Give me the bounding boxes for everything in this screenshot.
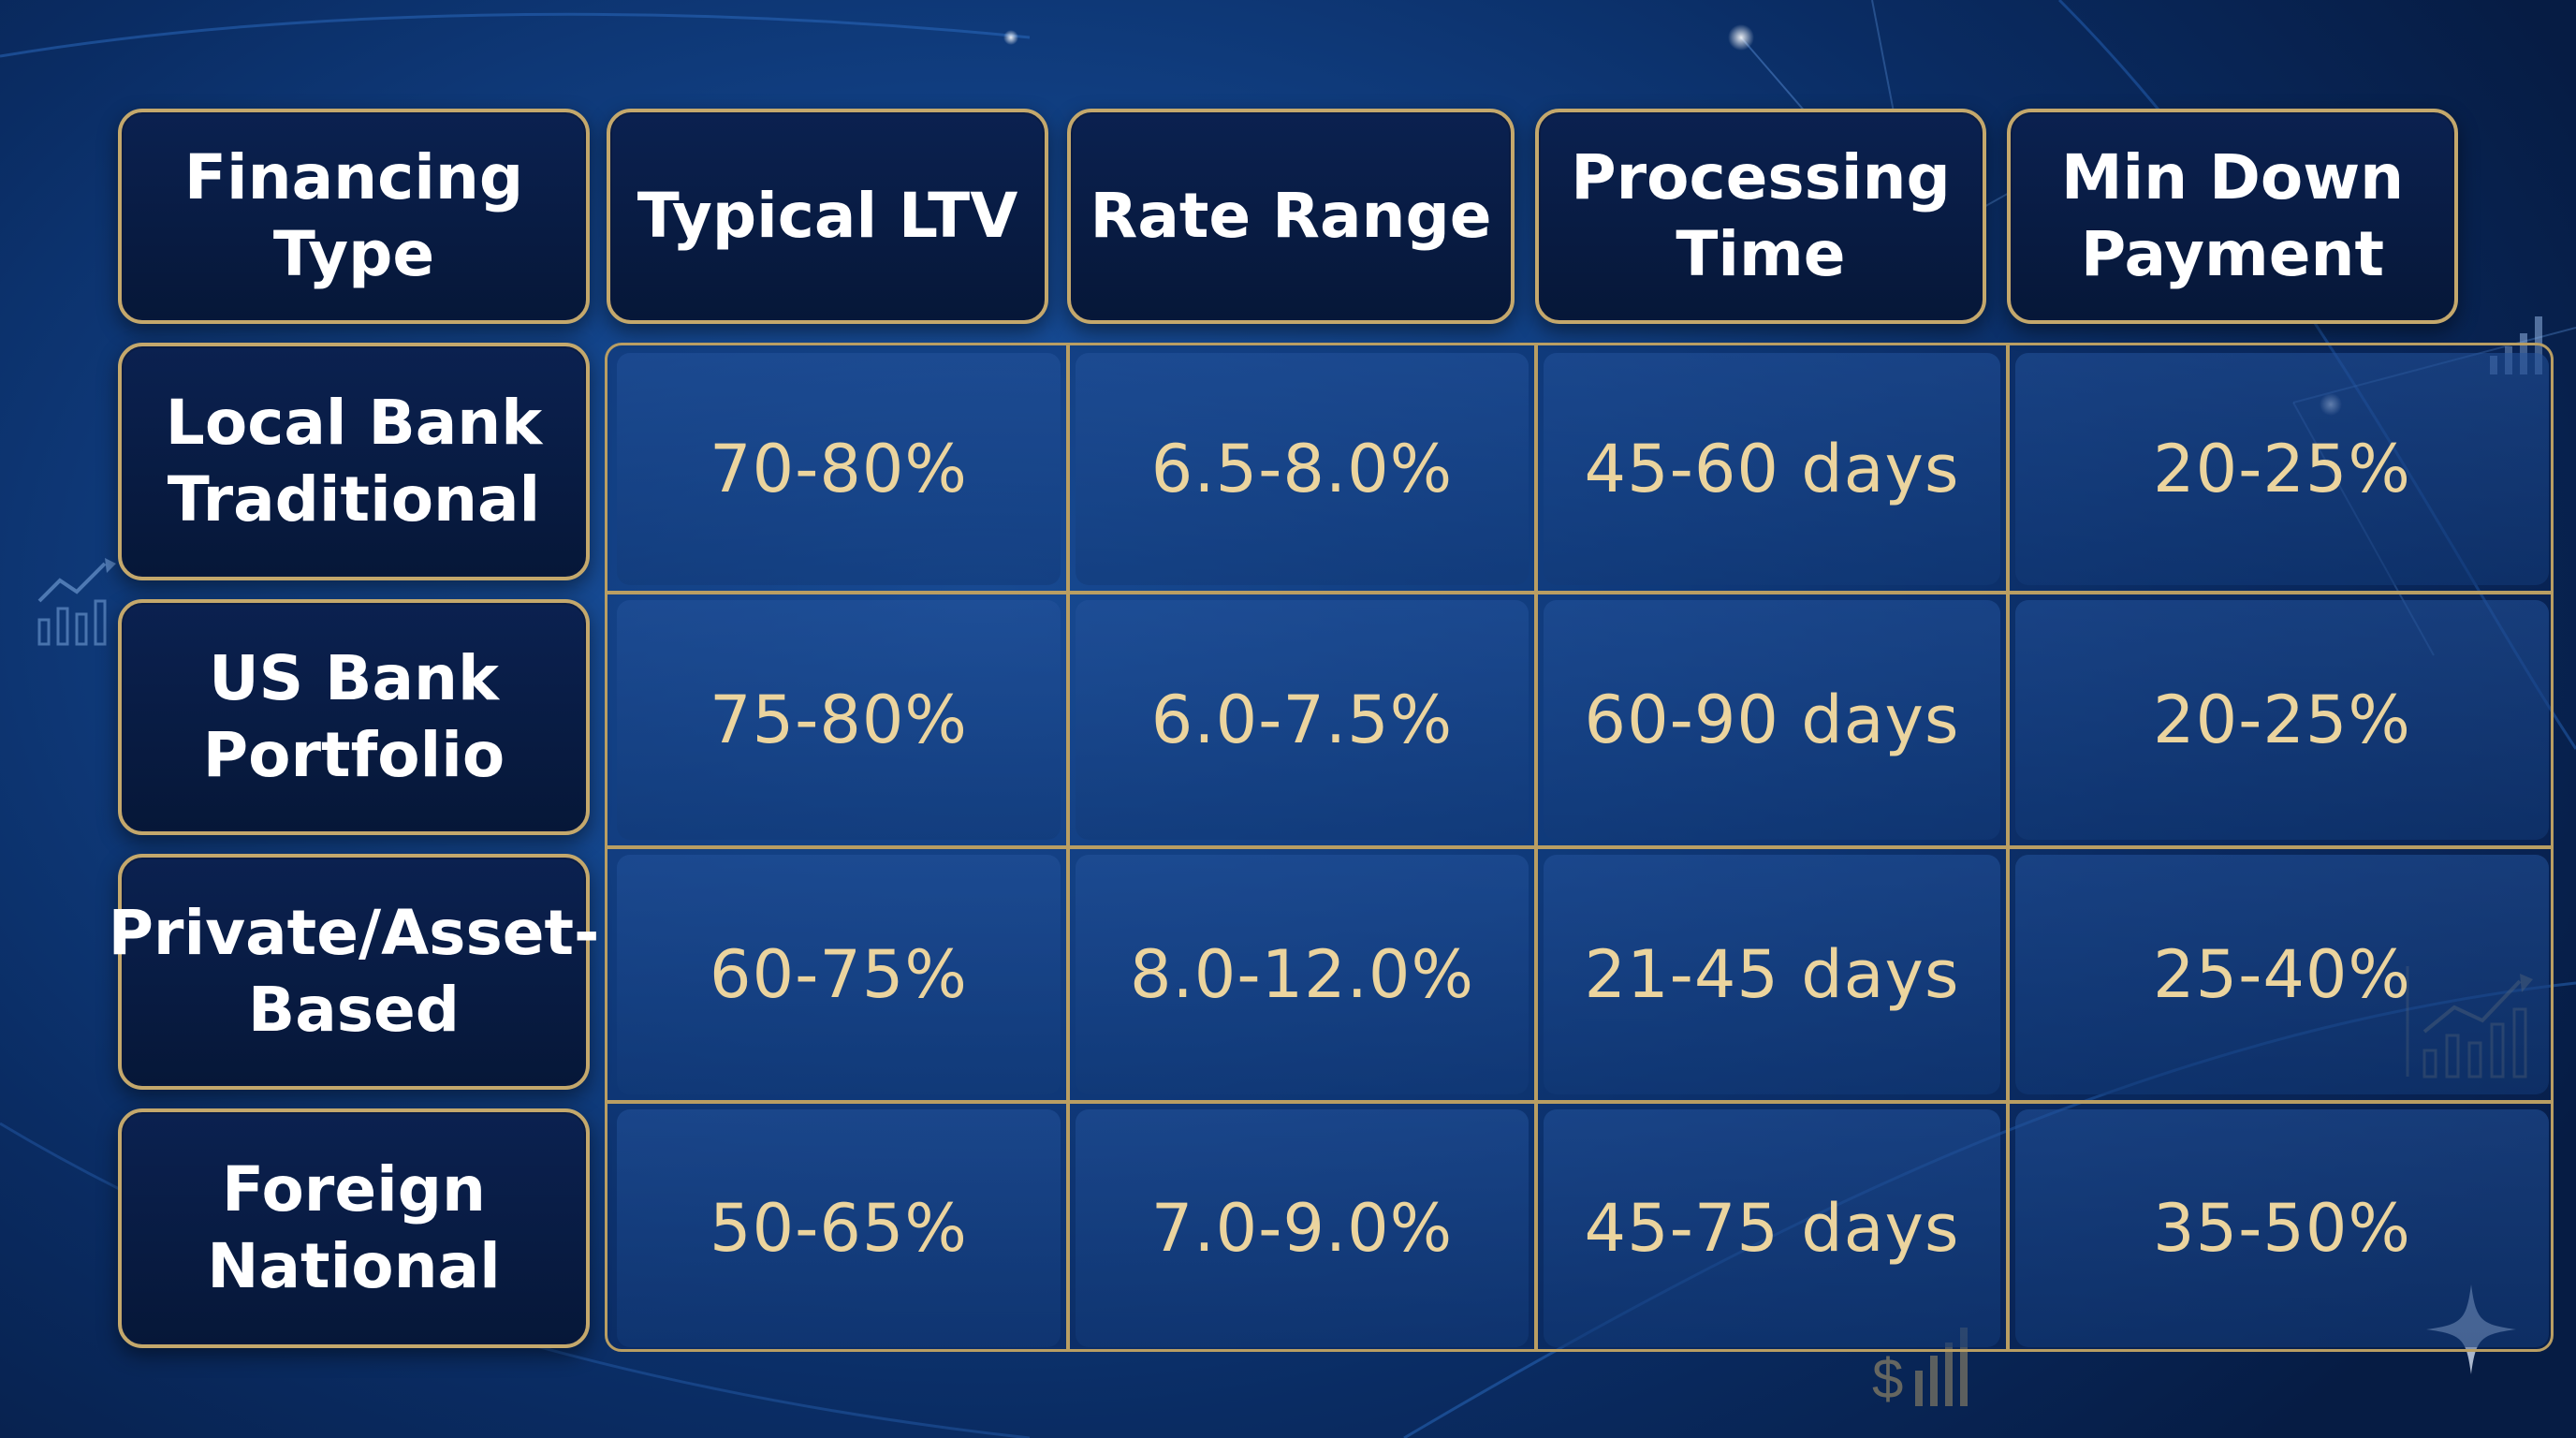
dollar-chart-icon: $ (1872, 1314, 1984, 1410)
column-header-label: Financing Type (183, 141, 524, 290)
dollar-symbol: $ (1872, 1347, 1904, 1410)
column-header-label: Processing Time (1571, 141, 1951, 290)
grid-divider-horizontal (607, 845, 2551, 849)
table-cell: 75-80% (617, 600, 1061, 840)
table-cell: 20-25% (2015, 353, 2549, 585)
column-header-1: Financing Type (118, 109, 590, 324)
column-header-5: Min Down Payment (2007, 109, 2458, 324)
row-label-2: US Bank Portfolio (118, 599, 590, 835)
row-label-text: Private/Asset- Based (108, 897, 600, 1046)
row-label-1: Local Bank Traditional (118, 343, 590, 580)
column-header-3: Rate Range (1067, 109, 1515, 324)
table-cell: 20-25% (2015, 600, 2549, 840)
values-grid: 70-80% 6.5-8.0% 45-60 days 20-25% 75-80% 6.0-… (605, 343, 2554, 1352)
row-label-3: Private/Asset- Based (109, 854, 599, 1090)
table-cell: 45-75 days (1544, 1109, 2000, 1347)
grid-divider-horizontal (607, 591, 2551, 594)
column-header-4: Processing Time (1535, 109, 1986, 324)
row-label-text: Foreign National (207, 1153, 501, 1302)
table-cell: 6.0-7.5% (1076, 600, 1529, 840)
column-header-label: Typical LTV (637, 180, 1018, 252)
table-cell: 35-50% (2015, 1109, 2549, 1347)
table-cell: 60-90 days (1544, 600, 2000, 840)
column-header-label: Min Down Payment (2060, 141, 2405, 290)
table-cell: 50-65% (617, 1109, 1061, 1347)
table-cell: 60-75% (617, 855, 1061, 1094)
table-cell: 6.5-8.0% (1076, 353, 1529, 585)
table-cell: 70-80% (617, 353, 1061, 585)
row-label-4: Foreign National (118, 1108, 590, 1348)
grid-divider-horizontal (607, 1100, 2551, 1104)
column-header-label: Rate Range (1090, 180, 1492, 252)
row-label-text: US Bank Portfolio (202, 642, 505, 791)
table-cell: 8.0-12.0% (1076, 855, 1529, 1094)
table-cell: 45-60 days (1544, 353, 2000, 585)
table-cell: 21-45 days (1544, 855, 2000, 1094)
column-header-2: Typical LTV (607, 109, 1048, 324)
table-cell: 25-40% (2015, 855, 2549, 1094)
table-cell: 7.0-9.0% (1076, 1109, 1529, 1347)
chart-growth-icon (37, 558, 116, 646)
row-label-text: Local Bank Traditional (165, 387, 543, 536)
